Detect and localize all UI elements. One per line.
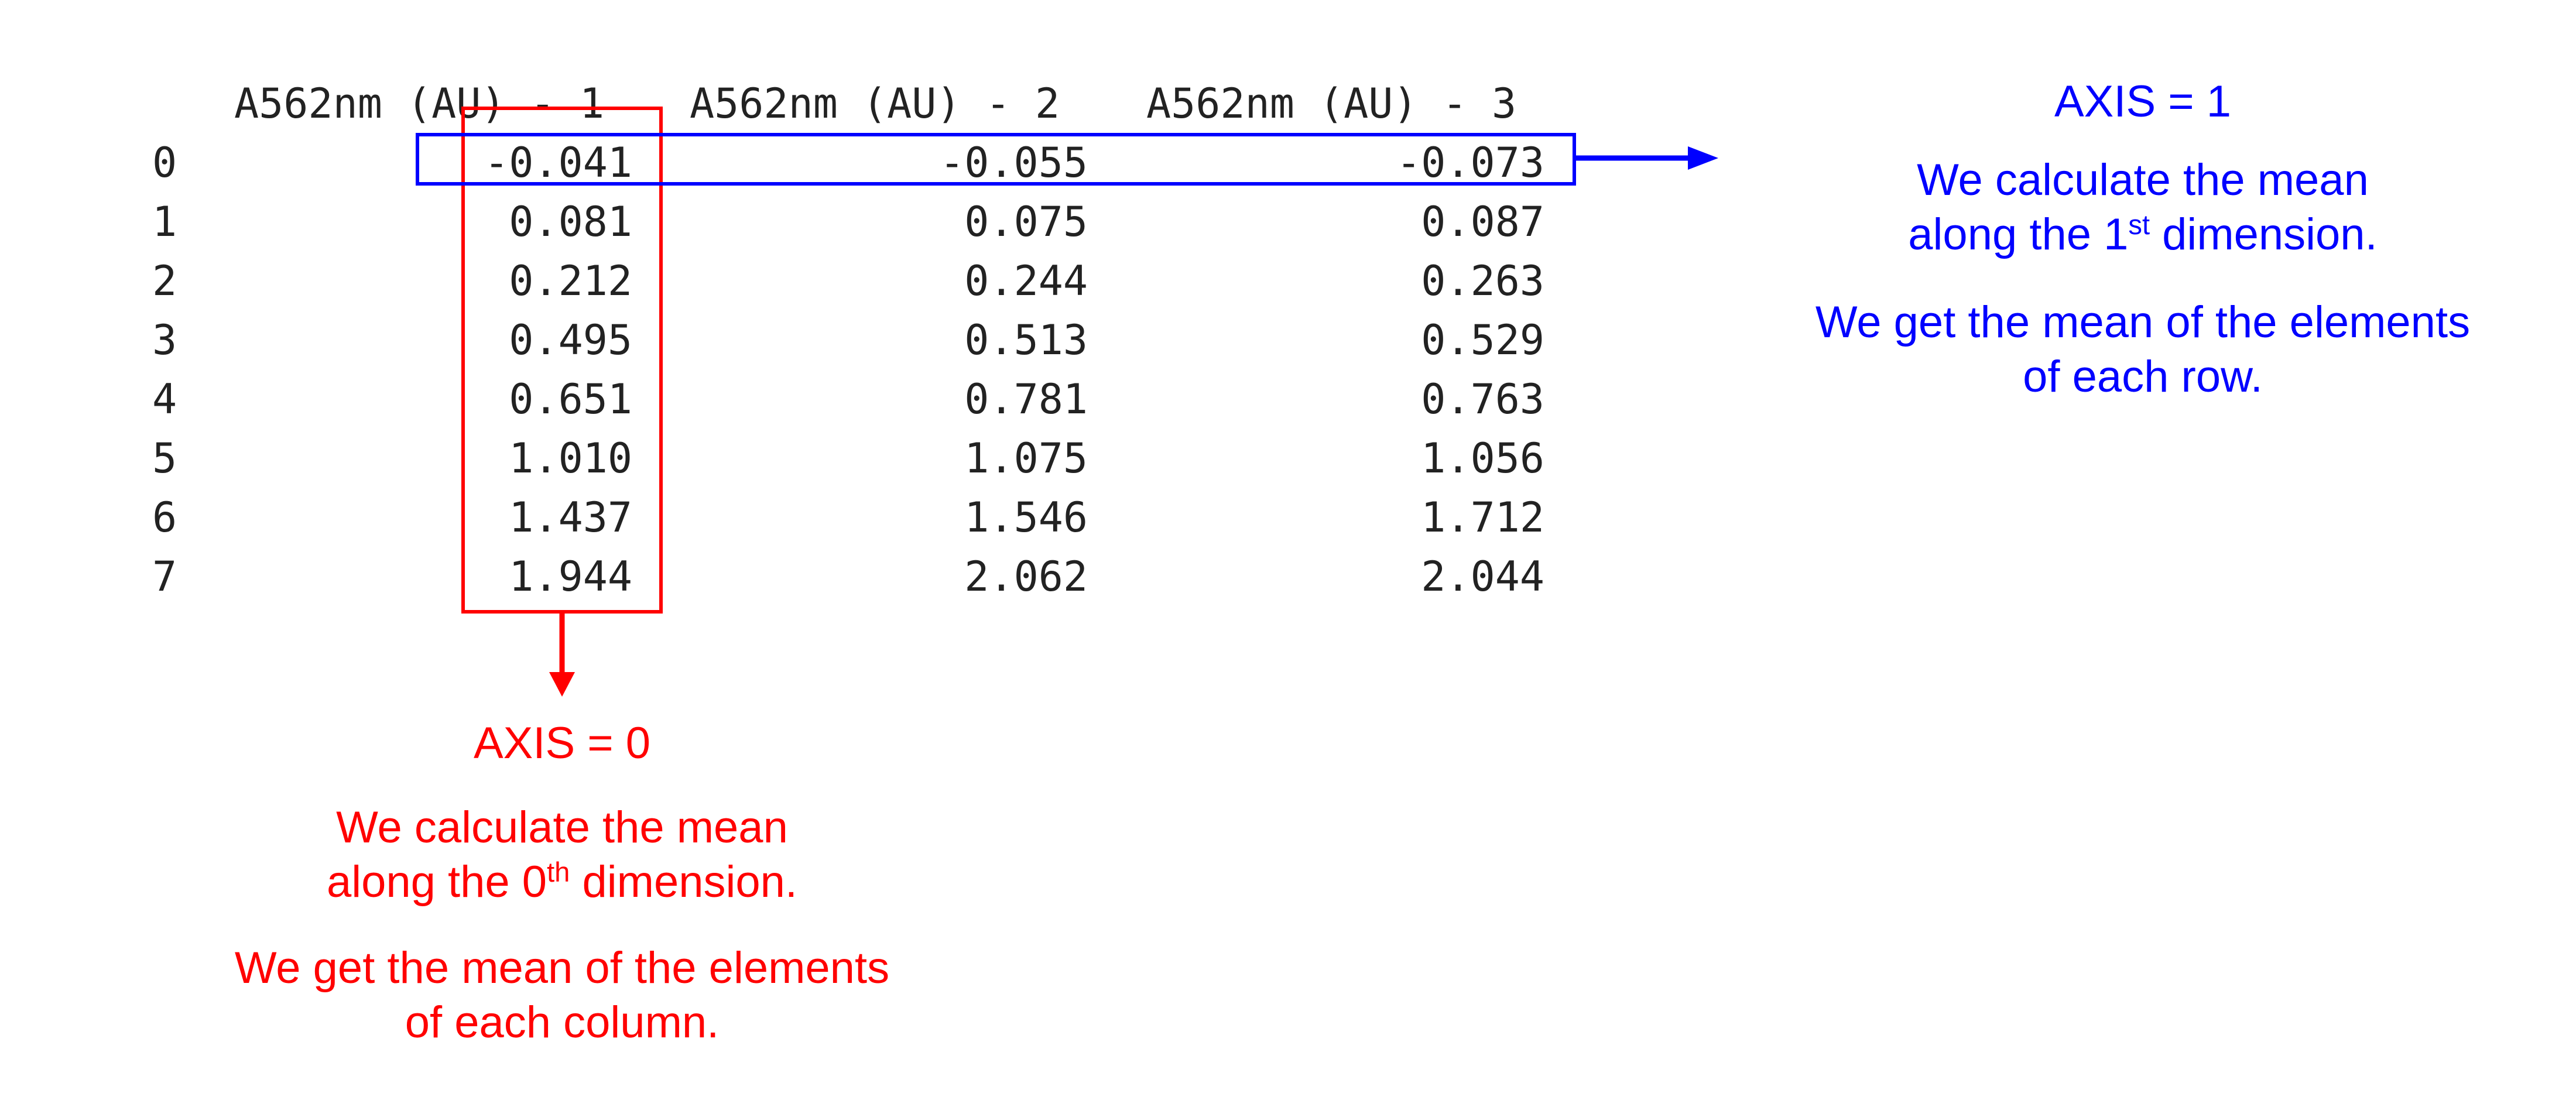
row-index: 5	[152, 434, 177, 482]
column-header-2: A562nm (AU) - 2	[690, 80, 1060, 128]
table-cell: 1.944	[509, 553, 632, 601]
axis0-line3: We get the mean of the elements	[234, 943, 890, 993]
table-cell: -0.055	[940, 139, 1088, 187]
axis0-line4: of each column.	[405, 997, 720, 1047]
axis0-result: We get the mean of the elements of each …	[94, 941, 1030, 1050]
table-cell: 1.546	[964, 494, 1088, 542]
table-cell: 0.263	[1421, 257, 1544, 305]
row-index: 4	[152, 375, 177, 423]
axis0-title: AXIS = 0	[473, 718, 651, 768]
axis1-line2: along the 1st dimension.	[1908, 208, 2378, 259]
column-header-1: A562nm (AU) - 1	[234, 80, 605, 128]
axis1-line3: We get the mean of the elements	[1815, 297, 2471, 347]
axis1-line1: We calculate the mean	[1917, 155, 2369, 205]
table-cell: 0.087	[1421, 198, 1544, 246]
table-cell: 0.763	[1421, 375, 1544, 423]
row-index: 0	[152, 139, 177, 187]
axis0-description: We calculate the mean along the 0th dime…	[94, 801, 1030, 909]
table-cell: 1.437	[509, 494, 632, 542]
table-cell: 2.062	[964, 553, 1088, 601]
table-cell: 0.212	[509, 257, 632, 305]
column-header-3: A562nm (AU) - 3	[1146, 80, 1517, 128]
table-cell: 0.075	[964, 198, 1088, 246]
right-arrow-icon	[1576, 146, 1718, 170]
table-cell: -0.073	[1396, 139, 1544, 187]
down-arrow-icon	[549, 614, 575, 697]
table-cell: 1.712	[1421, 494, 1544, 542]
axis1-description: We calculate the mean along the 1st dime…	[1710, 153, 2576, 262]
row-index: 6	[152, 494, 177, 542]
table-cell: 1.075	[964, 434, 1088, 482]
axis1-title: AXIS = 1	[2054, 77, 2232, 126]
row-index: 3	[152, 316, 177, 364]
row-index: 7	[152, 553, 177, 601]
table-cell: 1.010	[509, 434, 632, 482]
row-index: 1	[152, 198, 177, 246]
axis0-line2: along the 0th dimension.	[326, 856, 798, 907]
axis1-result: We get the mean of the elements of each …	[1710, 296, 2576, 404]
column-highlight-box	[461, 107, 663, 614]
table-cell: 0.244	[964, 257, 1088, 305]
axis0-line1: We calculate the mean	[336, 803, 788, 852]
table-cell: 0.081	[509, 198, 632, 246]
table-cell: 2.044	[1421, 553, 1544, 601]
table-cell: 0.529	[1421, 316, 1544, 364]
table-cell: 0.495	[509, 316, 632, 364]
axis1-line4: of each row.	[2023, 351, 2263, 402]
table-cell: 0.781	[964, 375, 1088, 423]
row-index: 2	[152, 257, 177, 305]
table-cell: 1.056	[1421, 434, 1544, 482]
table-cell: -0.041	[484, 139, 632, 187]
table-cell: 0.651	[509, 375, 632, 423]
table-cell: 0.513	[964, 316, 1088, 364]
row-highlight-box	[416, 133, 1576, 186]
